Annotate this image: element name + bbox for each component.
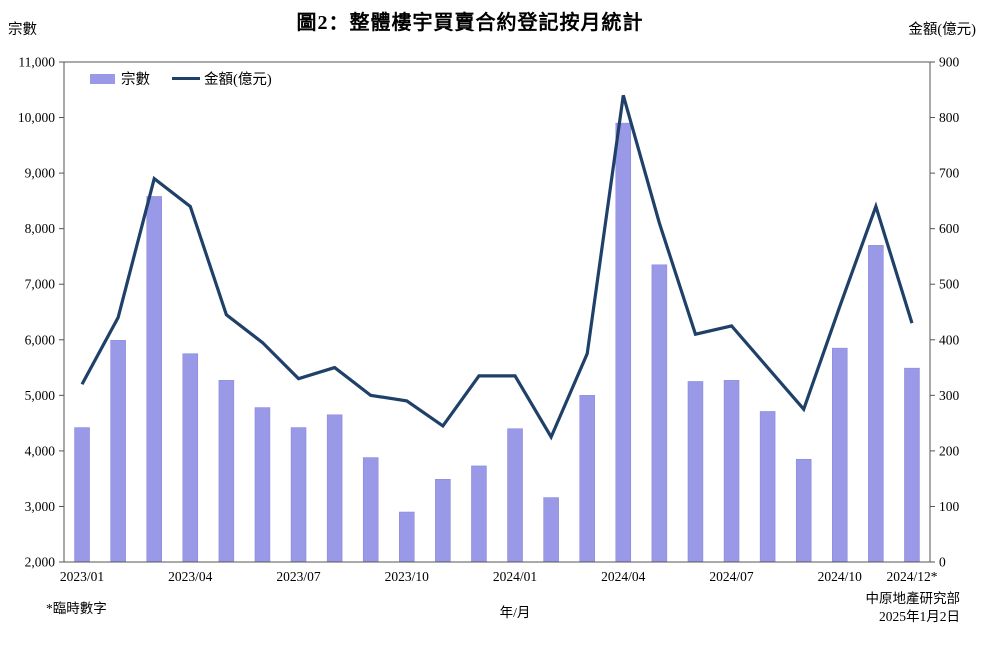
bar <box>615 122 632 563</box>
bar <box>868 245 884 563</box>
right-axis-tick-label: 800 <box>939 110 960 125</box>
right-axis-title: 金額(億元) <box>908 22 976 38</box>
bar <box>579 395 595 563</box>
right-axis-tick-label: 600 <box>939 221 960 236</box>
x-axis-tick-label: 2024/12* <box>886 569 937 584</box>
x-axis-tick-label: 2023/04 <box>168 569 213 584</box>
bar <box>687 381 704 563</box>
left-axis-tick-label: 3,000 <box>25 499 56 514</box>
right-axis-tick-label: 200 <box>939 443 960 458</box>
right-axis-tick-label: 700 <box>939 166 960 181</box>
x-axis-tick-label: 2024/10 <box>818 569 863 584</box>
left-axis-tick-label: 8,000 <box>25 221 56 236</box>
bar <box>507 428 523 563</box>
bar <box>904 367 920 563</box>
left-axis-tick-label: 5,000 <box>25 388 56 403</box>
right-axis-tick-label: 900 <box>939 55 960 70</box>
left-axis-tick-label: 9,000 <box>25 166 56 181</box>
source-date: 2025年1月2日 <box>879 609 960 624</box>
bar <box>795 458 812 563</box>
source-block: 中原地產研究部 2025年1月2日 <box>866 590 961 626</box>
right-axis-tick-label: 400 <box>939 332 960 347</box>
x-axis-tick-label: 2024/01 <box>493 569 537 584</box>
x-axis-tick-label: 2023/10 <box>385 569 430 584</box>
bar <box>218 380 235 563</box>
x-axis-tick-label: 2024/04 <box>601 569 646 584</box>
right-axis-tick-label: 300 <box>939 388 960 403</box>
bar <box>74 427 90 563</box>
chart-title: 圖2：整體樓宇買賣合約登記按月統計 <box>296 12 644 34</box>
bar <box>182 353 199 563</box>
left-axis-tick-label: 10,000 <box>18 110 55 125</box>
provisional-note: *臨時數字 <box>46 601 107 616</box>
bar <box>290 427 307 563</box>
x-axis-tick-label: 2023/07 <box>276 569 321 584</box>
left-axis-tick-label: 6,000 <box>25 332 56 347</box>
x-axis-tick-label: 2023/01 <box>60 569 104 584</box>
line-legend-swatch <box>172 77 200 80</box>
right-axis-tick-label: 500 <box>939 277 960 292</box>
bar <box>146 196 162 563</box>
left-axis-title: 宗數 <box>8 22 37 38</box>
bar <box>759 411 776 563</box>
left-axis-tick-label: 11,000 <box>18 55 55 70</box>
plot-border <box>63 61 931 563</box>
bars-legend-swatch <box>90 73 115 84</box>
bar <box>254 407 271 563</box>
bar <box>651 264 668 563</box>
amount-line <box>80 94 914 441</box>
left-axis-tick-label: 4,000 <box>25 443 56 458</box>
bar <box>723 380 740 563</box>
bar <box>399 511 415 563</box>
bar <box>326 414 343 563</box>
x-axis-title: 年/月 <box>499 605 531 620</box>
x-axis-tick-label: 2024/07 <box>709 569 754 584</box>
legend: 宗數 金額(億元) <box>90 68 272 89</box>
bar <box>110 340 126 563</box>
bar <box>471 465 487 563</box>
bar <box>362 457 379 563</box>
left-axis-tick-label: 2,000 <box>25 555 56 570</box>
line-legend-label: 金額(億元) <box>204 72 272 88</box>
bar <box>832 347 848 563</box>
right-axis-tick-label: 0 <box>939 555 946 570</box>
source-org: 中原地產研究部 <box>865 591 961 606</box>
bar <box>543 497 559 563</box>
left-axis-tick-label: 7,000 <box>25 277 56 292</box>
right-axis-tick-label: 100 <box>939 499 960 514</box>
bars-legend-label: 宗數 <box>121 72 150 88</box>
bar <box>435 478 451 563</box>
